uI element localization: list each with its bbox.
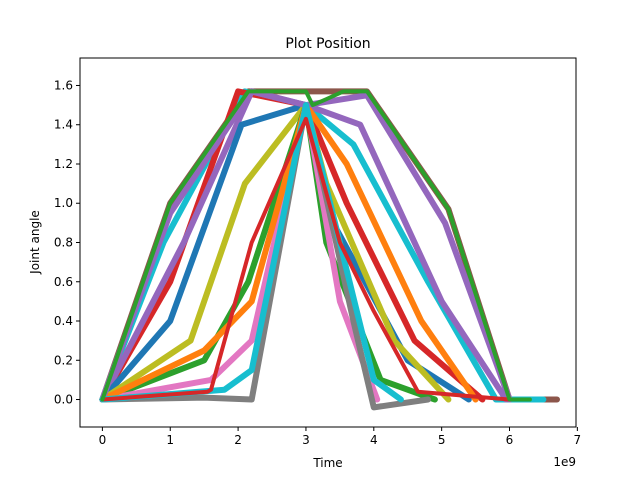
x-tick-label: 6 [506, 433, 514, 447]
y-axis-label: Joint angle [28, 210, 42, 275]
x-tick-label: 4 [370, 433, 378, 447]
series-line-14 [100, 89, 532, 402]
x-tick-label: 0 [99, 433, 107, 447]
chart-title: Plot Position [285, 36, 370, 52]
series-line-13 [100, 116, 512, 402]
y-tick-label: 1.0 [54, 196, 73, 210]
y-axis: 0.0 0.2 0.4 0.6 0.8 1.0 1.2 1.4 1.6 [54, 78, 80, 407]
x-offset-label: 1e9 [553, 455, 576, 469]
x-axis: 0 1 2 3 4 5 6 7 [99, 427, 582, 447]
y-tick-label: 1.2 [54, 157, 73, 171]
x-tick-label: 3 [302, 433, 310, 447]
x-tick-label: 2 [234, 433, 242, 447]
x-tick-label: 5 [438, 433, 446, 447]
x-axis-label: Time [312, 456, 342, 470]
x-tick-label: 7 [574, 433, 582, 447]
y-tick-label: 0.0 [54, 393, 73, 407]
y-tick-label: 1.6 [54, 78, 73, 92]
x-tick-label: 1 [166, 433, 174, 447]
y-tick-label: 1.4 [54, 118, 73, 132]
series-layer [99, 88, 560, 411]
y-tick-label: 0.4 [54, 314, 73, 328]
y-tick-label: 0.8 [54, 236, 73, 250]
y-tick-label: 0.2 [54, 353, 73, 367]
y-tick-label: 0.6 [54, 275, 73, 289]
series-line-2 [99, 88, 547, 403]
